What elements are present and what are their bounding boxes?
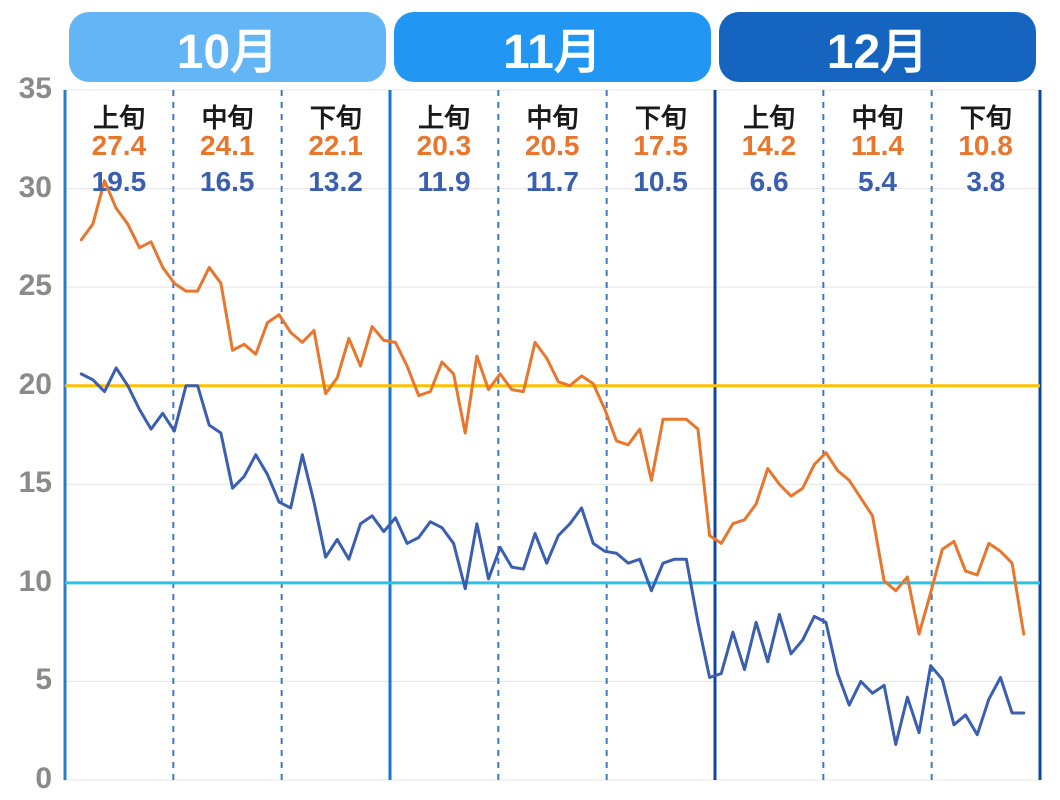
y-axis-tick: 25 [4, 269, 52, 303]
period-high-value: 11.4 [851, 130, 904, 162]
period-low-value: 16.5 [200, 166, 255, 198]
month-tab: 10月 [69, 12, 386, 82]
period-high-value: 14.2 [742, 130, 797, 162]
period-low-value: 19.5 [92, 166, 147, 198]
period-low-value: 5.4 [858, 166, 897, 198]
y-axis-tick: 35 [4, 72, 52, 106]
period-low-value: 11.7 [526, 166, 579, 198]
y-axis-tick: 10 [4, 565, 52, 599]
period-low-value: 11.9 [418, 166, 471, 198]
period-high-value: 27.4 [92, 130, 147, 162]
period-high-value: 20.3 [417, 130, 472, 162]
y-axis-tick: 5 [4, 663, 52, 697]
y-axis-tick: 15 [4, 466, 52, 500]
period-high-value: 20.5 [525, 130, 580, 162]
period-high-value: 24.1 [200, 130, 255, 162]
period-high-value: 17.5 [633, 130, 688, 162]
period-low-value: 13.2 [308, 166, 363, 198]
y-axis-tick: 30 [4, 171, 52, 205]
period-low-value: 6.6 [750, 166, 789, 198]
period-high-value: 22.1 [308, 130, 363, 162]
y-axis-tick: 20 [4, 368, 52, 402]
month-tab: 11月 [394, 12, 711, 82]
period-low-value: 3.8 [966, 166, 1005, 198]
month-tab: 12月 [719, 12, 1036, 82]
temperature-chart: 0510152025303510月11月12月上旬27.419.5中旬24.11… [0, 0, 1060, 800]
period-low-value: 10.5 [633, 166, 688, 198]
period-high-value: 10.8 [958, 130, 1013, 162]
y-axis-tick: 0 [4, 762, 52, 796]
